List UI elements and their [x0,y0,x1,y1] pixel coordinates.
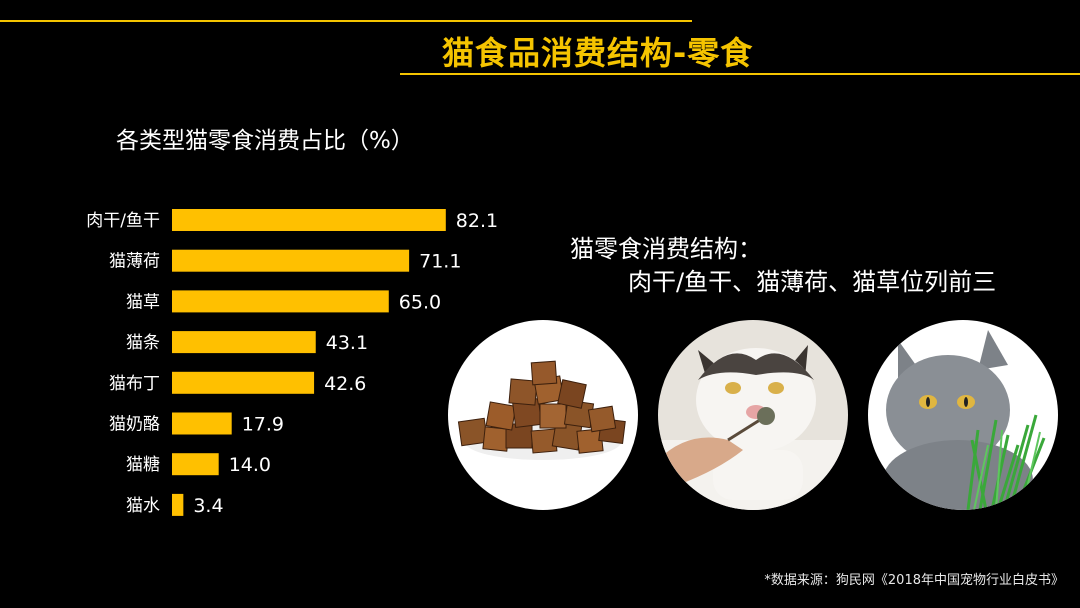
category-label: 肉干/鱼干 [86,211,160,231]
value-label: 17.9 [242,414,284,436]
value-label: 71.1 [419,251,461,273]
value-label: 65.0 [399,291,441,313]
value-label: 42.6 [324,373,366,395]
jerky-photo [448,320,638,510]
chart-title: 各类型猫零食消费占比（%） [116,128,414,154]
cat-catnip-photo [658,320,848,510]
category-label: 猫条 [126,333,160,353]
value-label: 43.1 [326,332,368,354]
bar [172,493,184,516]
value-label: 14.0 [229,454,271,476]
category-label: 猫布丁 [109,374,160,394]
data-source-note: *数据来源：狗民网《2018年中国宠物行业白皮书》 [764,573,1064,588]
value-label: 3.4 [193,495,223,517]
category-label: 猫薄荷 [109,252,160,272]
bar [172,412,232,435]
bar-chart: 肉干/鱼干 82.1 猫薄荷 71.1 猫草 65.0 猫条 43.1 猫布丁 42.6 猫奶酪 17… [86,209,498,517]
bar [172,453,219,476]
summary-line-1: 猫零食消费结构： [570,235,762,263]
bar [172,371,315,394]
category-label: 猫水 [126,496,160,516]
value-label: 82.1 [456,210,498,232]
summary-line-2: 肉干/鱼干、猫薄荷、猫草位列前三 [628,268,997,296]
cat-grass-photo [868,320,1058,510]
header-rule-bottom [400,73,1080,75]
category-label: 猫草 [126,292,160,312]
bar [172,290,389,313]
bar [172,249,410,272]
bar [172,209,446,231]
page-title: 猫食品消费结构-零食 [442,34,754,72]
category-label: 猫糖 [126,455,160,475]
category-label: 猫奶酪 [109,415,160,435]
bar [172,331,316,354]
header-rule-top [0,20,692,22]
